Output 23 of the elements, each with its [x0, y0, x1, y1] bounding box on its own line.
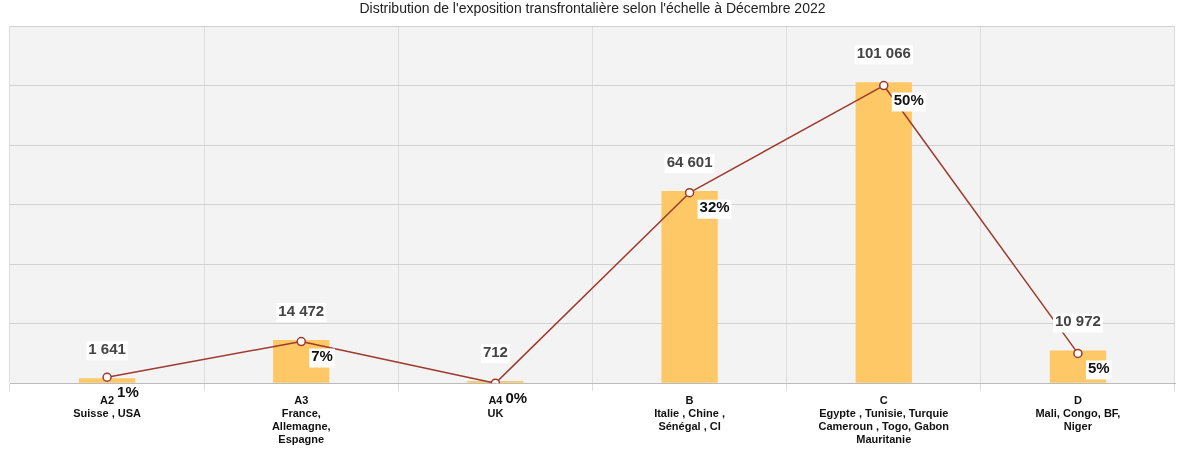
chart-title: Distribution de l'exposition transfrontalière selon l'échelle à Décembre 2022 — [358, 0, 827, 16]
point — [1073, 348, 1083, 359]
data-label: 1 641 — [88, 339, 126, 357]
data-label: 712 — [482, 342, 508, 360]
data-label: 7% — [311, 347, 333, 365]
point — [684, 187, 695, 198]
data-label: 0% — [505, 388, 528, 406]
bar — [78, 378, 136, 383]
point — [296, 336, 306, 347]
data-label: 50% — [893, 91, 924, 109]
data-label: 10 972 — [1054, 312, 1101, 330]
x-tick-label: D Mali, Congo, BF, Niger — [1035, 393, 1121, 433]
data-label: 14 472 — [278, 301, 325, 319]
x-tick-label: C Egypte , Tunisie, Turquie Cameroun , Togo, Gabon Mauritanie — [818, 393, 950, 446]
point — [102, 372, 112, 382]
data-label: 5% — [1087, 359, 1110, 377]
x-tick-label: B Italie , Chine , Sénégal , CI — [654, 393, 726, 433]
point — [879, 80, 889, 91]
x-tick-label: A4 UK — [487, 393, 504, 420]
data-label: 64 601 — [666, 152, 713, 170]
data-label: 101 066 — [856, 44, 911, 61]
data-label: 32% — [699, 198, 730, 216]
x-tick-label: A3 France, Allemagne, Espagne — [271, 393, 331, 446]
